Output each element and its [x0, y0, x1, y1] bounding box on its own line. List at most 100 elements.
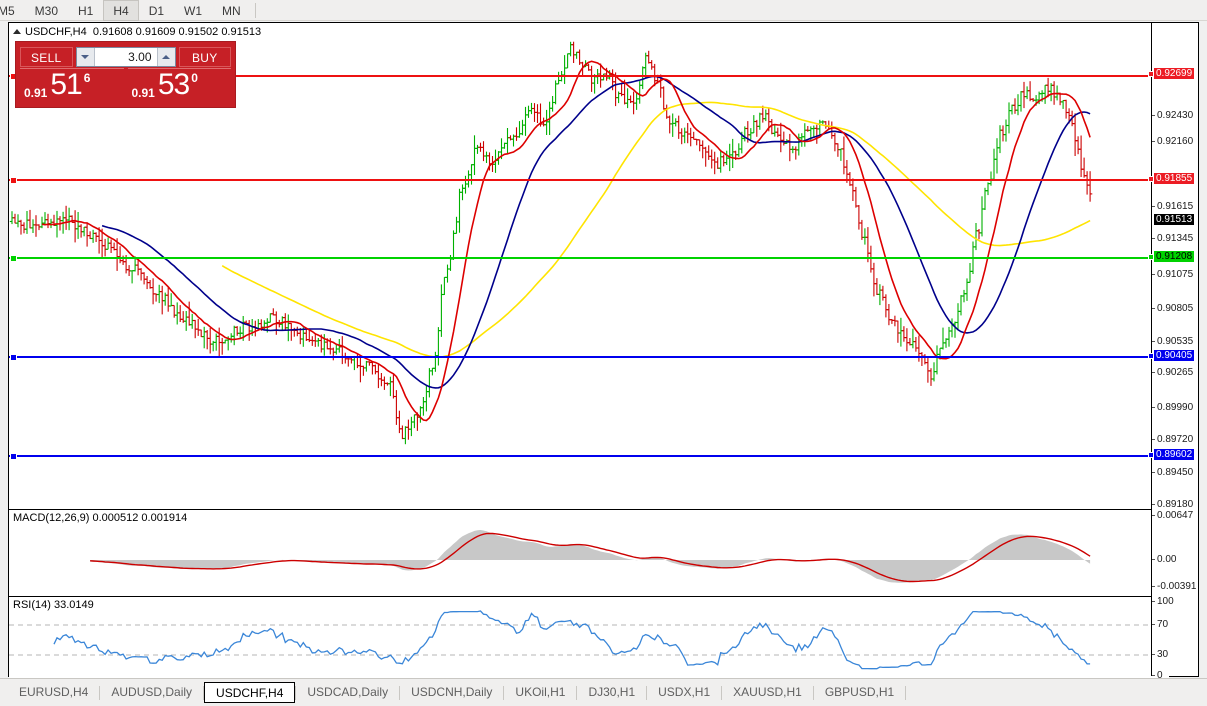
- chart-ohlc-values: 0.91608 0.91609 0.91502 0.91513: [92, 26, 262, 38]
- chart-tab-usdx-h1[interactable]: USDX,H1: [658, 685, 711, 699]
- timeframe-button-m30[interactable]: M30: [34, 4, 59, 18]
- price-tick-090265: 0.90265: [1152, 367, 1199, 378]
- tick-dash: [1152, 472, 1155, 473]
- tab-separator: [399, 685, 401, 700]
- buy-price-block[interactable]: 0.91 53 0: [127, 68, 231, 102]
- tick-dash: [1152, 141, 1155, 142]
- level-handle-support-upper[interactable]: [10, 354, 17, 361]
- chart-tab-audusd-daily[interactable]: AUDUSD,Daily: [111, 685, 193, 699]
- level-drag-handle[interactable]: [1148, 254, 1154, 260]
- tab-separator: [503, 685, 505, 700]
- price-tick-label: 0: [1157, 670, 1163, 681]
- chart-tab-xauusd-h1[interactable]: XAUUSD,H1: [733, 685, 802, 699]
- level-line-support-lower[interactable]: [9, 453, 1169, 460]
- oct-price-row: 0.91 51 6 0.91 53 0: [16, 68, 235, 106]
- collapse-triangle-icon[interactable]: [13, 29, 21, 34]
- level-drag-handle[interactable]: [1148, 176, 1154, 182]
- price-tick-091513: 0.91513: [1152, 214, 1199, 225]
- sell-price-base: 0.91: [24, 86, 48, 100]
- candlestick-series: [9, 41, 1093, 445]
- tab-separator: [295, 685, 297, 700]
- price-tick-label: 0.89720: [1157, 434, 1194, 445]
- toolbar-separator: [254, 3, 256, 18]
- chart-tab-eurusd-h4[interactable]: EURUSD,H4: [19, 685, 89, 699]
- rsi-chart-svg: [9, 610, 1169, 670]
- timeframe-button-w1[interactable]: W1: [184, 4, 203, 18]
- tick-dash: [1152, 515, 1155, 516]
- ma-slow-line: [221, 101, 1091, 358]
- level-drag-handle[interactable]: [1148, 452, 1154, 458]
- price-tick-label: 0.90405: [1154, 350, 1195, 361]
- ma-fast-line: [41, 60, 1091, 422]
- macd-pane[interactable]: MACD(12,26,9) 0.000512 0.001914: [9, 509, 1169, 596]
- chart-tab-usdchf-h4[interactable]: USDCHF,H4: [204, 682, 296, 703]
- price-tick-091615: 0.91615: [1152, 201, 1199, 212]
- timeframe-button-d1[interactable]: D1: [148, 4, 165, 18]
- chart-tab-gbpusd-h1[interactable]: GBPUSD,H1: [824, 685, 895, 699]
- level-line-pivot[interactable]: [9, 255, 1169, 262]
- tab-separator: [99, 685, 101, 700]
- price-tick-label: 30: [1157, 649, 1169, 660]
- macd-tick-000: 0.00: [1152, 554, 1199, 565]
- level-line-resistance-lower[interactable]: [9, 177, 1169, 184]
- buy-button[interactable]: BUY: [178, 46, 231, 67]
- volume-increase-icon[interactable]: [156, 47, 175, 66]
- tick-dash: [1152, 372, 1155, 373]
- macd-label: MACD(12,26,9) 0.000512 0.001914: [13, 512, 188, 524]
- chart-tab-ukoil-h1[interactable]: UKOil,H1: [515, 685, 566, 699]
- rsi-pane[interactable]: RSI(14) 33.0149: [9, 596, 1169, 679]
- chart-window: USDCHF,H4 0.91608 0.91609 0.91502 0.9151…: [8, 22, 1199, 699]
- rsi-tick-0: 0: [1152, 670, 1199, 681]
- price-tick-label: 0.91075: [1157, 269, 1194, 280]
- tick-dash: [1152, 115, 1155, 116]
- timeframe-button-h4[interactable]: H4: [103, 0, 139, 21]
- tick-dash: [1152, 308, 1155, 309]
- one-click-trading-panel[interactable]: SELL 3.00 BUY 0.91 51 6: [15, 41, 236, 108]
- volume-stepper[interactable]: 3.00: [75, 46, 176, 67]
- price-tick-label: 0.90535: [1157, 336, 1194, 347]
- buy-price-base: 0.91: [131, 86, 155, 100]
- price-tick-091345: 0.91345: [1152, 233, 1199, 244]
- level-handle-resistance-lower[interactable]: [10, 177, 17, 184]
- sell-button[interactable]: SELL: [20, 46, 73, 67]
- price-tick-092699: 0.92699: [1148, 68, 1199, 79]
- macd-chart-svg: [90, 530, 1091, 583]
- price-tick-label: 0.91855: [1154, 173, 1195, 184]
- level-drag-handle[interactable]: [1148, 353, 1154, 359]
- rsi-line: [53, 610, 1091, 670]
- tab-separator: [646, 685, 648, 700]
- price-tick-label: 0.90805: [1157, 303, 1194, 314]
- macd-tick-000391: -0.00391: [1152, 581, 1199, 592]
- timeframe-button-m5[interactable]: M5: [0, 4, 15, 18]
- tick-dash: [1152, 407, 1155, 408]
- volume-input[interactable]: 3.00: [94, 47, 157, 66]
- sell-price-big: 51: [50, 68, 82, 101]
- price-scale[interactable]: 0.92699 0.92430 0.92160 0.91855 0.91615 0.915…: [1148, 23, 1199, 681]
- sell-price-block[interactable]: 0.91 51 6: [20, 68, 124, 102]
- tab-separator: [576, 685, 578, 700]
- chart-tab-usdcad-daily[interactable]: USDCAD,Daily: [307, 685, 389, 699]
- level-line-support-upper[interactable]: [9, 354, 1169, 361]
- volume-decrease-icon[interactable]: [76, 47, 95, 66]
- timeframe-button-h1[interactable]: H1: [78, 4, 94, 18]
- macd-histogram: [90, 530, 1091, 583]
- rsi-tick-30: 30: [1152, 649, 1199, 660]
- price-tick-089180: 0.89180: [1152, 499, 1199, 510]
- chart-tab-usdcnh-daily[interactable]: USDCNH,Daily: [411, 685, 493, 699]
- price-tick-label: 0.92160: [1157, 136, 1194, 147]
- chart-symbol-label: USDCHF,H4: [25, 26, 87, 38]
- timeframe-button-mn[interactable]: MN: [222, 4, 241, 18]
- level-drag-handle[interactable]: [1148, 71, 1154, 77]
- tick-dash: [1152, 439, 1155, 440]
- chart-tab-bar: EURUSD,H4 AUDUSD,Daily USDCHF,H4 USDCAD,Dai…: [0, 678, 1207, 706]
- level-handle-pivot[interactable]: [10, 255, 17, 262]
- chart-tab-dj30-h1[interactable]: DJ30,H1: [588, 685, 636, 699]
- level-handle-support-lower[interactable]: [10, 453, 17, 460]
- price-tick-090805: 0.90805: [1152, 303, 1199, 314]
- price-tick-label: 100: [1157, 596, 1174, 607]
- price-tick-089990: 0.89990: [1152, 402, 1199, 413]
- ma-mid-line: [101, 75, 1091, 389]
- chart-title-ohlc: USDCHF,H4 0.91608 0.91609 0.91502 0.9151…: [13, 26, 261, 38]
- price-tick-label: 0.92430: [1157, 110, 1194, 121]
